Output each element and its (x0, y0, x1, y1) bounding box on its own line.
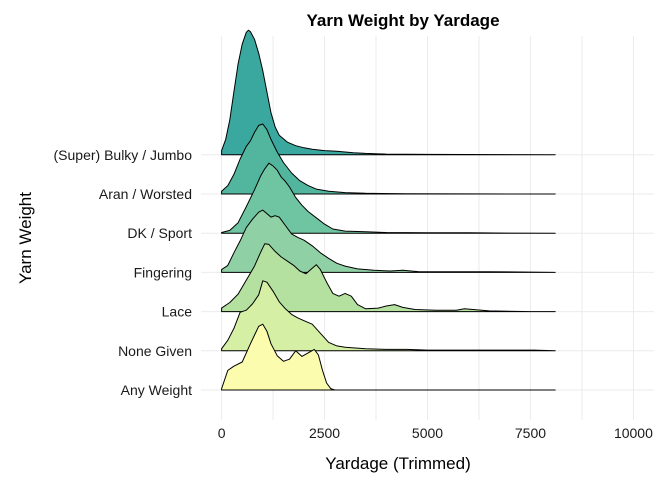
y-tick-labels: Any Weight None Given Lace Fingering DK / Sp… (54, 147, 193, 398)
x-tick-label: 2500 (309, 425, 340, 441)
ridge-dk-sport (221, 162, 556, 234)
ridge-super-bulky-jumbo (221, 29, 556, 156)
x-tick-label: 5000 (412, 425, 443, 441)
x-tick-label: 0 (218, 425, 226, 441)
ridge-lace (221, 243, 556, 313)
y-tick-label: Any Weight (121, 382, 192, 398)
y-tick-label: (Super) Bulky / Jumbo (54, 147, 193, 163)
y-axis-title: Yarn Weight (16, 192, 35, 284)
x-tick-labels: 0 2500 5000 7500 10000 (218, 425, 653, 441)
y-tick-label: None Given (118, 343, 192, 359)
y-tick-label: Lace (162, 304, 193, 320)
chart-title: Yarn Weight by Yardage (306, 11, 499, 30)
ridge-none-given (221, 280, 556, 352)
x-axis-title: Yardage (Trimmed) (325, 454, 470, 473)
y-tick-label: Aran / Worsted (99, 186, 192, 202)
x-tick-label: 7500 (515, 425, 546, 441)
x-tick-label: 10000 (614, 425, 653, 441)
ridges (221, 29, 556, 391)
y-tick-label: DK / Sport (127, 225, 192, 241)
vertical-grid-lines (221, 36, 634, 420)
ridge-fingering (221, 209, 556, 273)
y-tick-label: Fingering (134, 264, 192, 280)
ridge-any-weight (221, 323, 556, 391)
ridge-aran-worsted (221, 123, 556, 195)
